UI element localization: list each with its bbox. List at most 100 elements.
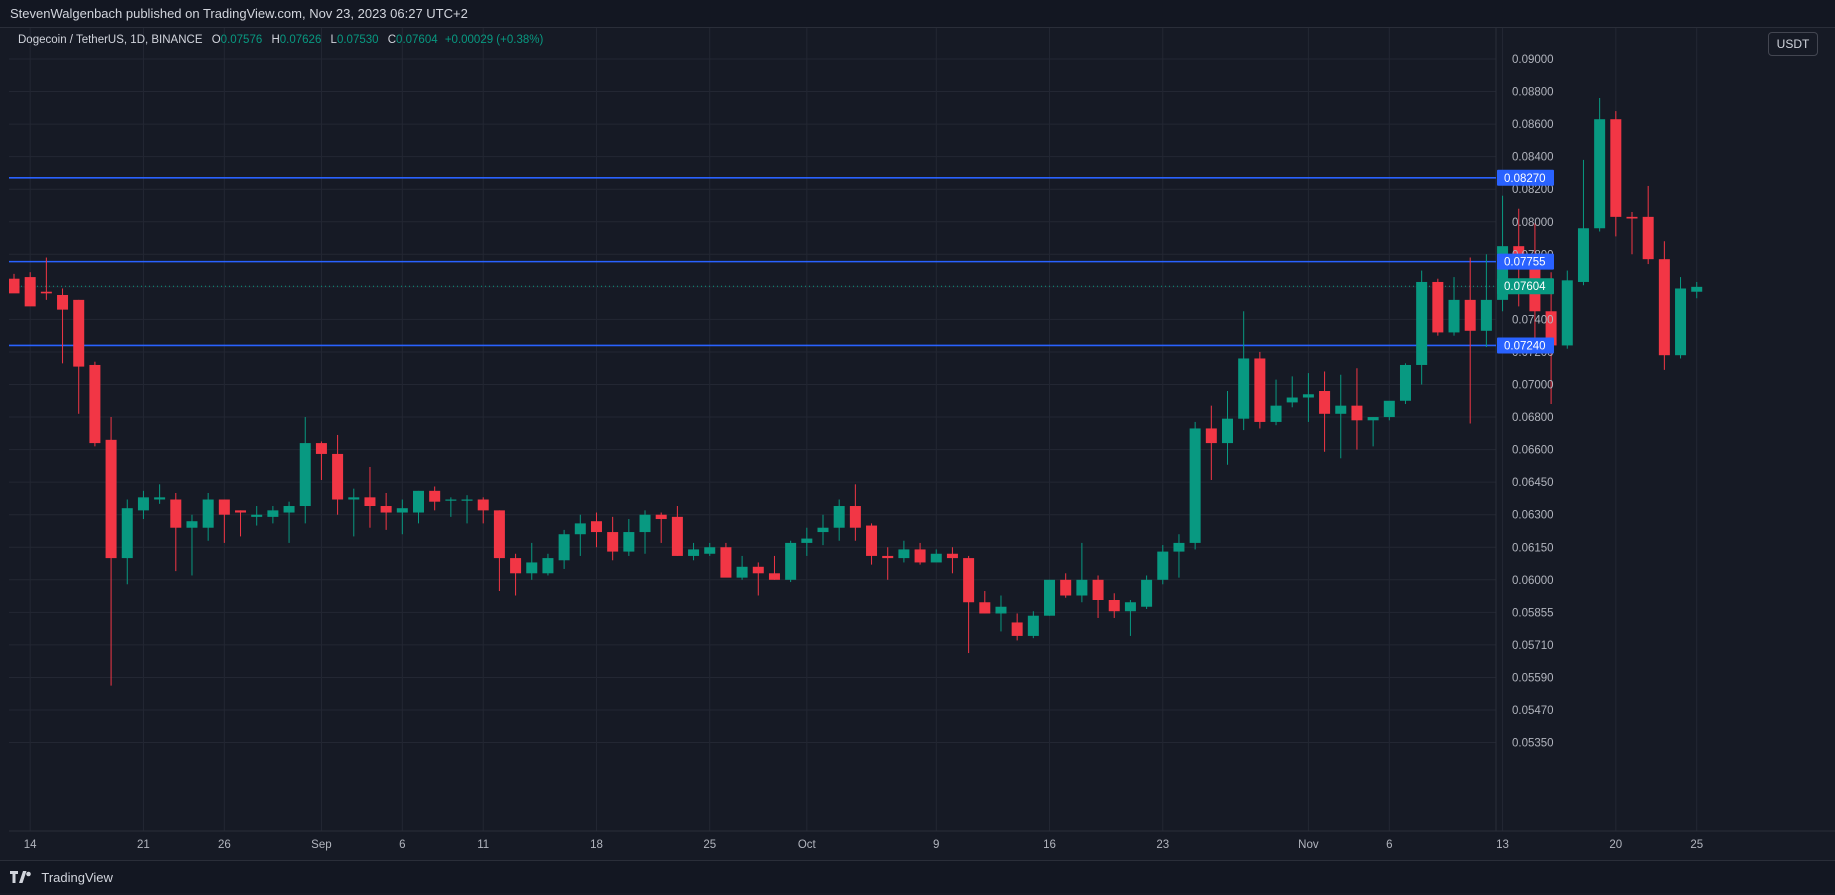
currency-button[interactable]: USDT — [1768, 32, 1818, 56]
candle-body[interactable] — [1189, 428, 1201, 543]
candle-body[interactable] — [995, 606, 1007, 614]
candle-body[interactable] — [1302, 394, 1314, 398]
candle-body[interactable] — [461, 499, 473, 501]
candle-body[interactable] — [1238, 358, 1250, 419]
candle-body[interactable] — [1157, 551, 1169, 580]
candle-body[interactable] — [1610, 119, 1622, 217]
candlestick-chart[interactable]: 0.09000 0.08800 0.08600 0.08400 0.08200 0.080… — [9, 28, 1835, 858]
candle-body[interactable] — [655, 514, 667, 520]
candle-body[interactable] — [898, 549, 910, 559]
candle-body[interactable] — [299, 443, 311, 507]
candle-body[interactable] — [1594, 119, 1606, 229]
candle-body[interactable] — [1027, 615, 1039, 636]
candle-body[interactable] — [607, 532, 619, 552]
candle-body[interactable] — [882, 555, 894, 559]
candle-body[interactable] — [396, 508, 408, 513]
candle-body[interactable] — [1642, 216, 1654, 260]
candle-body[interactable] — [170, 499, 182, 528]
chart-area[interactable]: 0.09000 0.08800 0.08600 0.08400 0.08200 0.080… — [9, 28, 1835, 858]
candle-body[interactable] — [1497, 246, 1509, 300]
candle-body[interactable] — [40, 291, 52, 294]
candle-body[interactable] — [1286, 397, 1298, 403]
candle-body[interactable] — [849, 506, 861, 528]
candle-body[interactable] — [736, 566, 748, 578]
candle-body[interactable] — [1626, 216, 1638, 219]
candle-body[interactable] — [105, 439, 117, 559]
candle-body[interactable] — [218, 499, 230, 515]
candle-body[interactable] — [1205, 428, 1217, 444]
candle-body[interactable] — [477, 499, 489, 511]
candle-body[interactable] — [413, 490, 424, 513]
candle-body[interactable] — [1675, 288, 1687, 356]
candle-body[interactable] — [1351, 405, 1363, 421]
candle-body[interactable] — [1319, 391, 1331, 414]
candle-body[interactable] — [1044, 579, 1056, 616]
candle-body[interactable] — [154, 497, 166, 500]
candle-body[interactable] — [866, 525, 878, 556]
candle-body[interactable] — [121, 508, 133, 559]
candle-body[interactable] — [1270, 405, 1282, 422]
candle-body[interactable] — [1124, 602, 1136, 612]
candle-body[interactable] — [801, 538, 813, 543]
candle-body[interactable] — [251, 514, 263, 517]
candle-body[interactable] — [510, 558, 522, 574]
candle-body[interactable] — [1367, 417, 1379, 421]
candle-body[interactable] — [1108, 600, 1120, 612]
candle-body[interactable] — [720, 547, 732, 578]
candle-body[interactable] — [1092, 579, 1104, 601]
candle-body[interactable] — [429, 490, 441, 502]
candle-body[interactable] — [1141, 579, 1153, 607]
candle-body[interactable] — [348, 497, 360, 500]
candle-body[interactable] — [688, 549, 700, 556]
candle-body[interactable] — [1577, 228, 1589, 282]
candle-body[interactable] — [833, 506, 845, 528]
candle-body[interactable] — [817, 527, 829, 533]
candle-body[interactable] — [267, 510, 279, 517]
candle-body[interactable] — [1416, 281, 1428, 365]
candle-body[interactable] — [1222, 418, 1233, 444]
candle-body[interactable] — [137, 497, 149, 511]
candle-body[interactable] — [315, 443, 327, 454]
candle-body[interactable] — [1432, 281, 1444, 333]
candle-body[interactable] — [979, 602, 991, 614]
candle-body[interactable] — [1011, 622, 1023, 636]
candle-body[interactable] — [235, 510, 247, 513]
candle-body[interactable] — [57, 294, 69, 310]
candle-body[interactable] — [963, 558, 975, 603]
candle-body[interactable] — [1448, 299, 1460, 333]
candle-body[interactable] — [946, 553, 958, 559]
candle-body[interactable] — [1076, 579, 1088, 596]
candle-body[interactable] — [364, 497, 376, 507]
candle-body[interactable] — [9, 278, 20, 294]
candle-body[interactable] — [1173, 542, 1185, 552]
candle-body[interactable] — [445, 499, 457, 501]
candle-body[interactable] — [526, 562, 538, 574]
candle-body[interactable] — [1480, 299, 1492, 331]
candle-body[interactable] — [202, 499, 214, 528]
candle-body[interactable] — [1399, 364, 1411, 401]
candle-body[interactable] — [89, 364, 101, 444]
candle-body[interactable] — [752, 566, 764, 574]
candle-body[interactable] — [639, 514, 651, 533]
candle-body[interactable] — [574, 523, 586, 535]
candle-body[interactable] — [558, 534, 570, 561]
candle-body[interactable] — [671, 516, 683, 556]
candle-body[interactable] — [542, 558, 554, 574]
candle-body[interactable] — [1658, 259, 1670, 356]
candle-body[interactable] — [785, 542, 797, 580]
candle-body[interactable] — [930, 553, 942, 563]
candle-body[interactable] — [590, 521, 602, 533]
candle-body[interactable] — [768, 573, 780, 580]
candle-body[interactable] — [493, 510, 505, 559]
candle-body[interactable] — [1545, 311, 1557, 346]
candle-body[interactable] — [1254, 358, 1266, 422]
candle-body[interactable] — [73, 299, 85, 367]
candle-body[interactable] — [1513, 246, 1525, 256]
candle-body[interactable] — [380, 506, 392, 513]
candle-body[interactable] — [704, 547, 716, 554]
candle-body[interactable] — [24, 277, 36, 307]
candle-body[interactable] — [623, 532, 635, 552]
candle-body[interactable] — [1561, 280, 1573, 346]
candle-body[interactable] — [1464, 299, 1476, 331]
candle-body[interactable] — [1383, 400, 1395, 418]
